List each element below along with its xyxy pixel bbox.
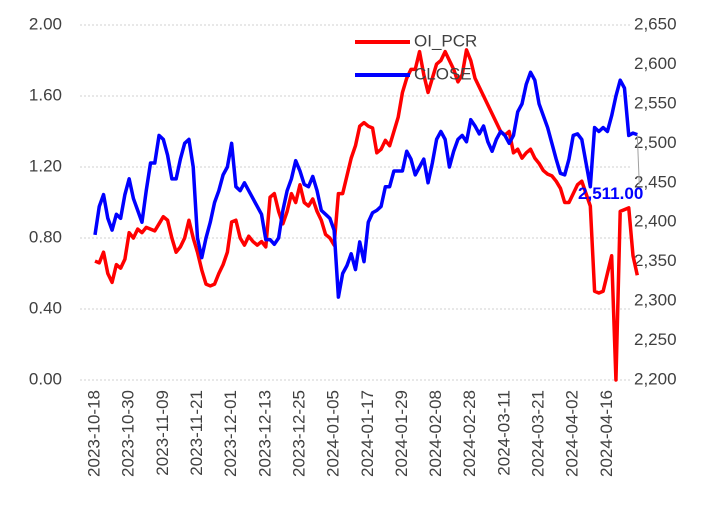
series-line	[93, 70, 638, 299]
x-tick-label: 2023-11-21	[187, 390, 206, 476]
x-tick-label: 2024-02-08	[426, 390, 445, 477]
x-tick-label: 2024-02-28	[460, 390, 479, 477]
y2-tick-label: 2,550	[634, 93, 677, 112]
y-tick-label: 0.80	[29, 227, 62, 246]
y-tick-label: 0.00	[29, 369, 62, 388]
y-tick-label: 1.60	[29, 85, 62, 104]
leader-line	[636, 134, 640, 185]
x-tick-label: 2024-03-11	[494, 390, 513, 476]
x-tick-label: 2023-12-25	[289, 390, 308, 477]
y2-tick-label: 2,300	[634, 291, 677, 310]
x-tick-label: 2023-10-18	[84, 390, 103, 477]
x-tick-label: 2023-12-01	[221, 390, 240, 477]
series-line	[94, 48, 639, 382]
x-tick-label: 2024-01-29	[392, 390, 411, 477]
y2-tick-label: 2,500	[634, 133, 677, 152]
y2-tick-label: 2,200	[634, 369, 677, 388]
x-tick-label: 2024-04-02	[563, 390, 582, 477]
y2-tick-label: 2,350	[634, 251, 677, 270]
y2-tick-label: 2,600	[634, 54, 677, 73]
x-tick-label: 2023-12-13	[255, 390, 274, 477]
x-tick-label: 2024-03-21	[529, 390, 548, 477]
y2-tick-label: 2,400	[634, 212, 677, 231]
x-tick-label: 2023-11-09	[153, 390, 172, 476]
x-tick-label: 2024-04-16	[597, 390, 616, 477]
y-tick-label: 0.40	[29, 298, 62, 317]
x-tick-label: 2024-01-05	[324, 390, 343, 477]
legend-label: OI_PCR	[414, 31, 477, 50]
data-label: 2,511.00	[578, 184, 643, 203]
y-tick-label: 1.20	[29, 156, 62, 175]
legend-label: CLOSE	[414, 64, 472, 83]
x-tick-label: 2024-01-17	[358, 390, 377, 477]
x-tick-label: 2023-10-30	[119, 390, 138, 477]
y2-tick-label: 2,250	[634, 330, 677, 349]
y2-tick-label: 2,450	[634, 172, 677, 191]
y-tick-label: 2.00	[29, 14, 62, 33]
y2-tick-label: 2,650	[634, 14, 677, 33]
